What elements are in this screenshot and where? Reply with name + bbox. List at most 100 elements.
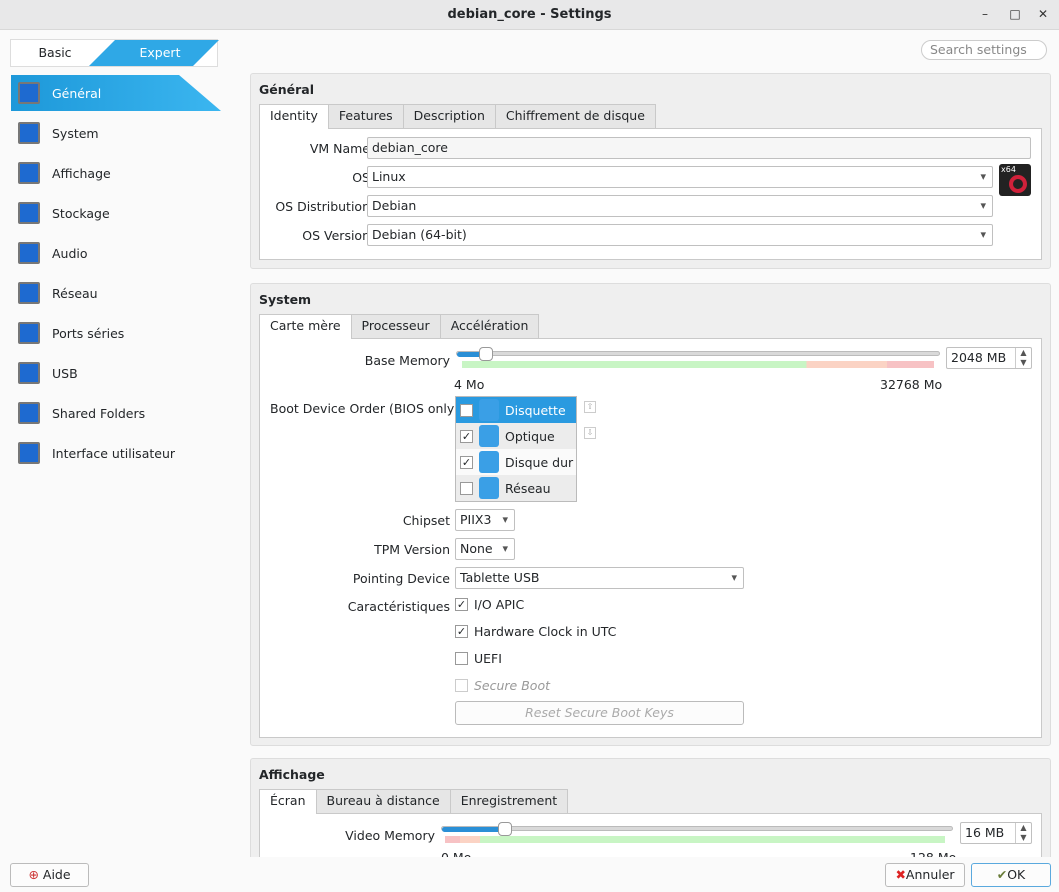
minimize-button[interactable]: – xyxy=(982,7,988,21)
boot-device-checkbox[interactable]: ✓ xyxy=(460,455,473,469)
boot-order-label: Boot Device Order (BIOS only) xyxy=(270,401,460,416)
tab-general-0[interactable]: Identity xyxy=(259,104,329,129)
system-section: System Carte mère Processeur Accélération … xyxy=(250,283,1051,746)
vm-name-input[interactable]: debian_core xyxy=(367,137,1031,159)
tab-general-2[interactable]: Description xyxy=(402,104,496,128)
sidebar-item-8[interactable]: Shared Folders xyxy=(11,395,221,431)
feature-label: UEFI xyxy=(474,651,502,666)
os-distribution-select[interactable]: Debian xyxy=(367,195,993,217)
section-title: Général xyxy=(259,82,314,97)
boot-device-item[interactable]: Réseau xyxy=(456,475,576,501)
tpm-version-select[interactable]: None xyxy=(455,538,515,560)
slider-handle[interactable] xyxy=(479,347,494,361)
feature-checkbox[interactable]: ✓ Hardware Clock in UTC xyxy=(455,624,616,639)
tab-general-1[interactable]: Features xyxy=(327,104,404,128)
tab-display-1[interactable]: Bureau à distance xyxy=(315,789,451,813)
memory-max-label: 32768 Mo xyxy=(880,377,943,392)
base-memory-spinbox[interactable]: 2048 MB ▲ ▼ xyxy=(946,347,1032,369)
tab-system-1[interactable]: Processeur xyxy=(350,314,441,338)
tab-general-3[interactable]: Chiffrement de disque xyxy=(494,104,656,128)
sidebar-item-label: USB xyxy=(52,365,78,381)
sidebar-item-4[interactable]: Audio xyxy=(11,235,221,271)
tab-display-2[interactable]: Enregistrement xyxy=(449,789,569,813)
speaker-icon xyxy=(18,242,40,264)
video-memory-value: 16 MB xyxy=(965,825,1005,840)
help-icon: ⊕ xyxy=(28,867,43,882)
sidebar-item-label: Affichage xyxy=(52,165,111,181)
close-button[interactable]: ✕ xyxy=(1037,7,1049,21)
tab-system-0[interactable]: Carte mère xyxy=(259,314,352,339)
os-label: OS xyxy=(352,170,370,185)
boot-device-item[interactable]: ✓ Optique xyxy=(456,423,576,449)
boot-device-label: Disquette xyxy=(505,402,566,418)
os-select[interactable]: Linux xyxy=(367,166,993,188)
checkbox[interactable]: ✓ xyxy=(455,598,468,611)
memory-min-label: 4 Mo xyxy=(454,377,485,392)
os-version-select[interactable]: Debian (64-bit) xyxy=(367,224,993,246)
boot-device-checkbox[interactable]: ✓ xyxy=(460,403,473,417)
reset-secure-boot-keys-button[interactable]: Reset Secure Boot Keys xyxy=(455,701,744,725)
basic-mode-button[interactable]: Basic xyxy=(38,45,72,60)
sidebar-item-7[interactable]: USB xyxy=(11,355,221,391)
sidebar-item-2[interactable]: Affichage xyxy=(11,155,221,191)
motherboard-pane: Base Memory 4 Mo 32768 Mo 2048 MB ▲ ▼ Boot… xyxy=(259,338,1042,738)
feature-checkbox[interactable]: ✓ I/O APIC xyxy=(455,597,524,612)
cancel-button[interactable]: ✖Annuler xyxy=(885,863,965,887)
sidebar-item-3[interactable]: Stockage xyxy=(11,195,221,231)
boot-device-label: Réseau xyxy=(505,480,551,496)
sidebar-item-1[interactable]: System xyxy=(11,115,221,151)
sidebar-item-9[interactable]: Interface utilisateur xyxy=(11,435,221,471)
boot-device-icon xyxy=(479,451,499,473)
ui-icon xyxy=(18,442,40,464)
boot-device-item[interactable]: ✓ Disquette xyxy=(456,397,576,423)
title-bar: debian_core - Settings xyxy=(0,0,1059,30)
sidebar-item-5[interactable]: Réseau xyxy=(11,275,221,311)
display-section: Affichage Écran Bureau à distance Enregist… xyxy=(250,758,1051,873)
expert-mode-button[interactable]: Expert xyxy=(89,40,219,66)
checkbox[interactable]: ✓ xyxy=(455,625,468,638)
move-down-icon[interactable]: ⇩ xyxy=(584,427,596,439)
slider-handle[interactable] xyxy=(498,822,512,836)
video-memory-spinbox[interactable]: 16 MB ▲ ▼ xyxy=(960,822,1032,844)
maximize-button[interactable]: □ xyxy=(1009,7,1021,21)
vm-name-label: VM Name xyxy=(309,141,370,156)
section-title: System xyxy=(259,292,312,307)
boot-order-list: ✓ Disquette ✓ Optique ✓ Disque dur Réseau xyxy=(455,396,577,502)
feature-label: Secure Boot xyxy=(474,678,550,693)
sidebar-item-6[interactable]: Ports séries xyxy=(11,315,221,351)
slider-fill xyxy=(442,827,506,832)
feature-checkbox[interactable]: UEFI xyxy=(455,651,502,666)
button-bar xyxy=(0,857,1059,892)
checkbox[interactable] xyxy=(455,652,468,665)
feature-checkbox[interactable]: Secure Boot xyxy=(455,678,550,693)
sidebar-item-0[interactable]: Général xyxy=(11,75,221,111)
ok-label: OK xyxy=(1007,867,1026,882)
help-button[interactable]: ⊕ Aide xyxy=(10,863,89,887)
pointing-device-label: Pointing Device xyxy=(352,571,450,586)
sidebar-item-label: Audio xyxy=(52,245,88,261)
chip-icon xyxy=(18,122,40,144)
help-label: Aide xyxy=(42,867,71,882)
os-version-label: OS Version xyxy=(302,228,370,243)
base-memory-slider[interactable] xyxy=(456,351,940,357)
pointing-device-select[interactable]: Tablette USB xyxy=(455,567,744,589)
debian-os-icon: x64 xyxy=(999,164,1031,196)
tab-display-0[interactable]: Écran xyxy=(259,789,317,814)
tab-system-2[interactable]: Accélération xyxy=(439,314,540,338)
boot-device-checkbox[interactable]: ✓ xyxy=(460,429,473,443)
checkbox[interactable] xyxy=(455,679,468,692)
chipset-select[interactable]: PIIX3 xyxy=(455,509,515,531)
spin-arrows-icon[interactable]: ▲ ▼ xyxy=(1015,823,1031,843)
boot-device-label: Optique xyxy=(505,428,555,444)
boot-device-label: Disque dur xyxy=(505,454,574,470)
boot-device-icon xyxy=(479,425,499,447)
boot-device-item[interactable]: ✓ Disque dur xyxy=(456,449,576,475)
boot-device-checkbox[interactable] xyxy=(460,481,473,495)
spin-arrows-icon[interactable]: ▲ ▼ xyxy=(1015,348,1031,368)
video-memory-label: Video Memory xyxy=(345,828,435,843)
search-input[interactable]: Search settings xyxy=(921,40,1047,60)
sidebar-item-label: Interface utilisateur xyxy=(52,445,176,461)
ok-button[interactable]: ✔OK xyxy=(971,863,1051,887)
video-memory-slider[interactable] xyxy=(441,826,953,832)
move-up-icon[interactable]: ⇧ xyxy=(584,401,596,413)
